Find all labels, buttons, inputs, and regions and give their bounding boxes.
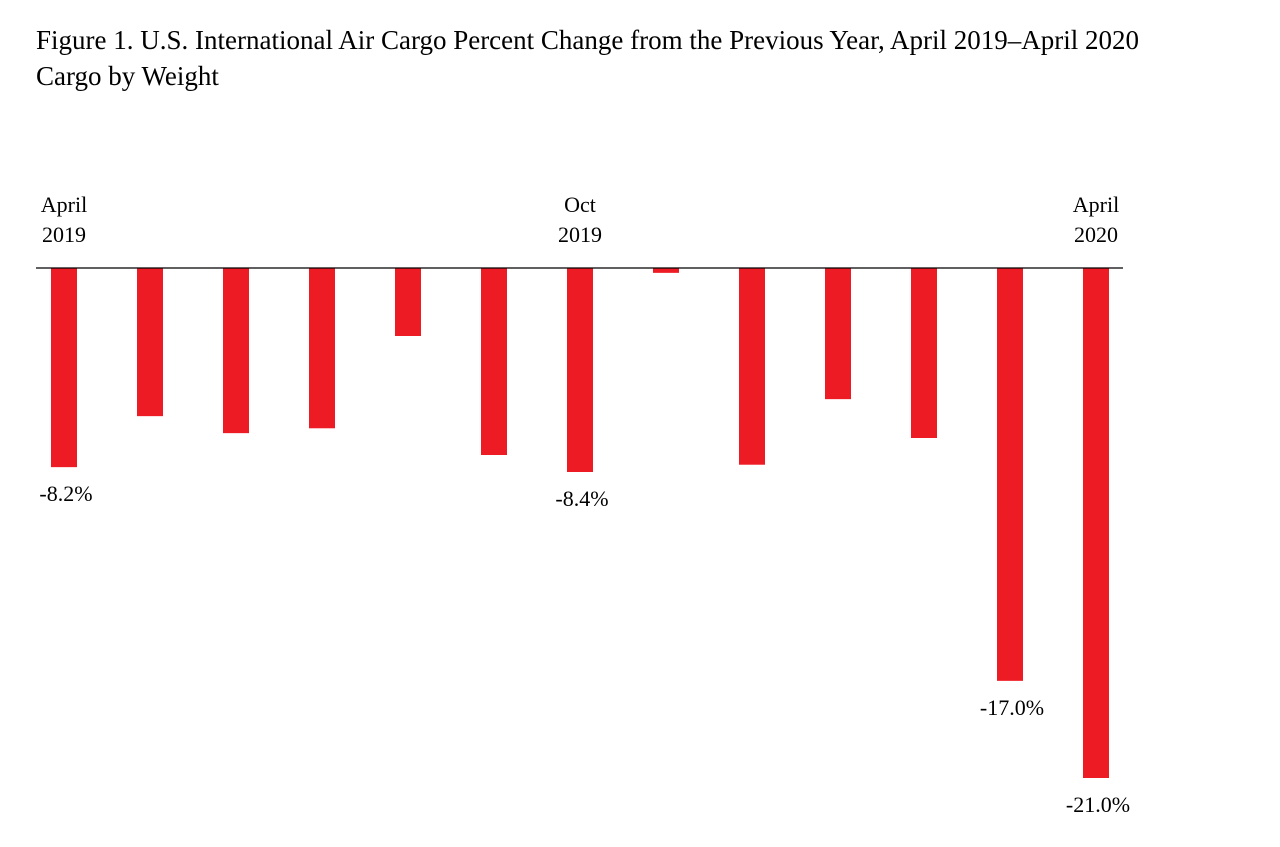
- bar-oct-2019: [567, 268, 593, 472]
- bar-jul-2019: [309, 268, 335, 429]
- data-label: -8.4%: [555, 486, 608, 511]
- bars-group: [51, 268, 1109, 778]
- bar-aug-2019: [395, 268, 421, 336]
- bar-apr-2019: [51, 268, 77, 468]
- data-label: -17.0%: [980, 695, 1044, 720]
- x-tick-label: 2019: [42, 222, 86, 247]
- x-tick-label: 2019: [558, 222, 602, 247]
- data-label: -21.0%: [1066, 792, 1130, 817]
- tick-labels-group: April 2019 Oct 2019 April 2020: [41, 192, 1119, 247]
- data-label: -8.2%: [39, 481, 92, 506]
- bar-jun-2019: [223, 268, 249, 434]
- bar-feb-2020: [911, 268, 937, 438]
- chart-title-line: Figure 1. U.S. International Air Cargo P…: [36, 25, 1140, 55]
- bar-mar-2020: [997, 268, 1023, 681]
- x-tick-label: April: [41, 192, 87, 217]
- x-tick-label: 2020: [1074, 222, 1118, 247]
- x-tick-label: April: [1073, 192, 1119, 217]
- bar-dec-2019: [739, 268, 765, 465]
- bar-sep-2019: [481, 268, 507, 455]
- chart-subtitle: Cargo by Weight: [36, 61, 219, 91]
- bar-jan-2020: [825, 268, 851, 400]
- x-tick-label: Oct: [564, 192, 596, 217]
- bar-nov-2019: [653, 268, 679, 273]
- chart-title: Figure 1. U.S. International Air Cargo P…: [36, 22, 1139, 94]
- bar-apr-2020: [1083, 268, 1109, 778]
- data-labels-group: -8.2% -8.4% -17.0% -21.0%: [39, 481, 1130, 817]
- bar-may-2019: [137, 268, 163, 417]
